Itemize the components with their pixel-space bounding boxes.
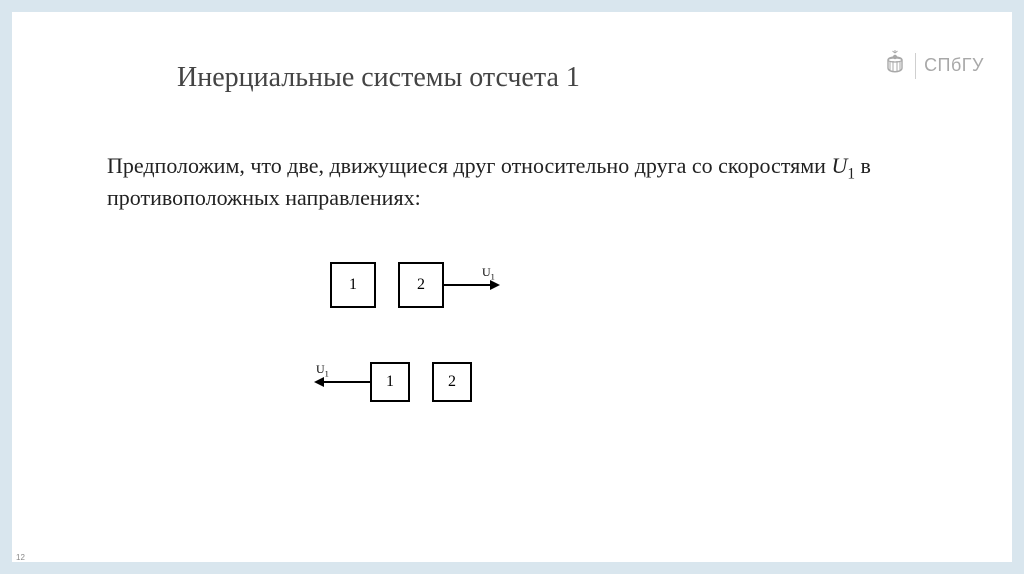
logo-divider [915,53,916,79]
page-number: 12 [16,553,25,562]
emblem-icon [883,50,907,81]
diagram-box: 1 [370,362,410,402]
diagram-box: 2 [398,262,444,308]
university-logo: СПбГУ [883,50,984,81]
diagram-row-2: U112 [314,362,472,402]
diagram-box: 2 [432,362,472,402]
logo-text: СПбГУ [924,55,984,76]
diagram-area: 12U1 U112 [262,262,582,442]
diagram-box: 1 [330,262,376,308]
body-paragraph: Предположим, что две, движущиеся друг от… [107,152,872,213]
arrow-right-icon: U1 [444,275,500,295]
slide-title: Инерциальные системы отсчета 1 [177,62,580,94]
paragraph-variable: U [831,153,847,178]
arrow-label: U1 [316,362,329,378]
paragraph-subscript: 1 [847,165,855,182]
diagram-row-1: 12U1 [330,262,500,308]
paragraph-prefix: Предположим, что две, движущиеся друг от… [107,153,831,178]
arrow-left-icon: U1 [314,372,370,392]
arrow-label: U1 [482,265,495,281]
slide-frame: Инерциальные системы отсчета 1 СПбГУ Пре… [0,0,1024,574]
